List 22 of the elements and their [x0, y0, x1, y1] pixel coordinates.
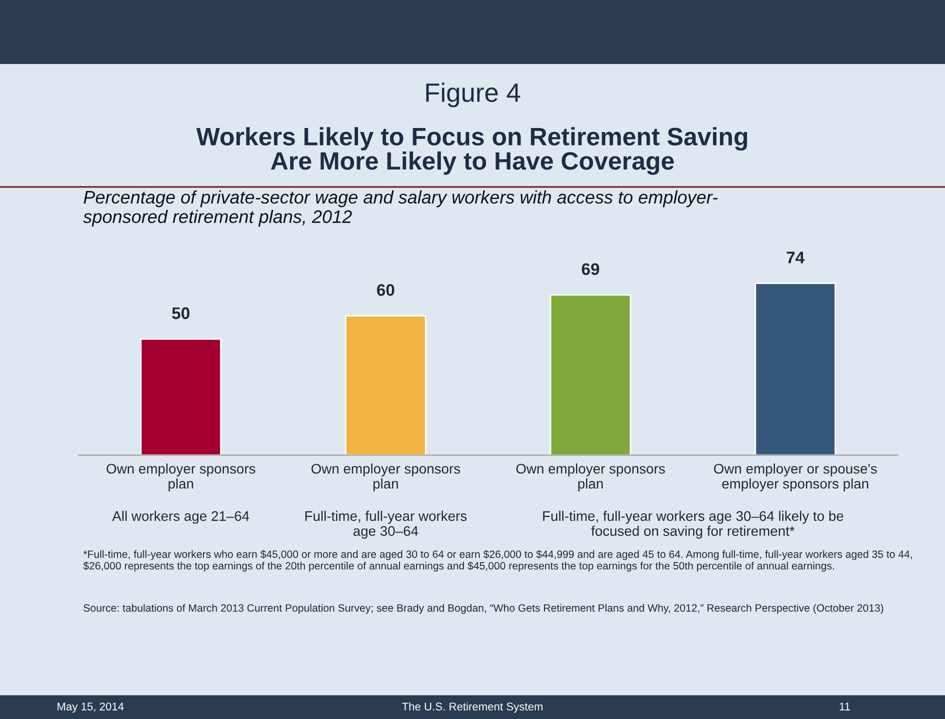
text: 11	[840, 702, 850, 710]
chart-subtitle: Percentage of private-sector wage and salary workers with access to employer- sponsored retirement plans, 2012	[83, 190, 718, 227]
source-note: Source: tabulations of March 2013 Current Population Survey; see Brady and Bogdan, “Who Gets Retirement Plans and Why, 2012,” Research Perspective (October 2013)	[84, 604, 884, 614]
chart-title: Figure 4 Workers Likely to Focus on Retirement Saving Are More Likely to Have Coverage	[196, 82, 748, 175]
text: *Full-time, full-year workers who earn $45,000 or more and are aged 30 to 64 or earn $26,000 to $44,999 and are aged 45 to 64. Among full-time, full-year workers aged 35 to 44, $26,000 represents the top earnings of the 20th percentile of annual earnings and $45,000 represents the top earnings for the 50th percentile of annual earnings.	[83, 550, 912, 572]
x-tick-label: Own employer sponsors plan	[516, 463, 665, 492]
x-tick-label: Own employer sponsors plan	[311, 463, 460, 492]
x-tick-label: Own employer or spouse's employer sponsors plan	[714, 463, 877, 492]
bar	[754, 282, 836, 456]
data-label: 60	[377, 284, 394, 296]
data-label: 74	[786, 252, 805, 264]
text: All workers age 21–64	[112, 510, 250, 524]
data-label: 69	[582, 263, 600, 276]
data-label: 50	[172, 307, 190, 320]
bar	[140, 338, 222, 456]
x-tick-label: Own employer sponsors plan	[106, 463, 256, 492]
text: Full-time, full-year workers age 30–64 likely to be focused on saving for retirement*	[543, 510, 844, 539]
text: The U.S. Retirement System	[402, 702, 542, 713]
text: May 15, 2014	[58, 702, 124, 713]
bar	[345, 315, 426, 456]
bar	[550, 294, 632, 456]
text: Full-time, full-year workers age 30–64	[305, 510, 467, 539]
